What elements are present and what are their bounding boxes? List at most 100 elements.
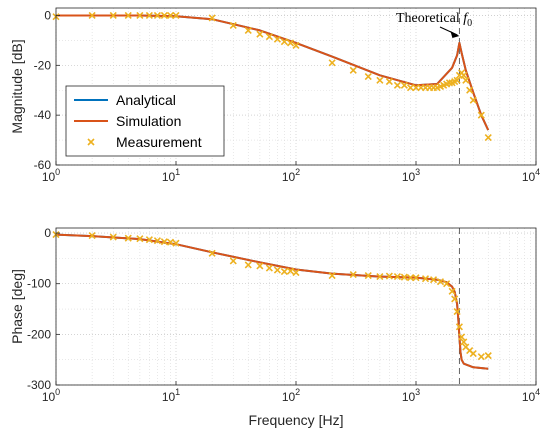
measurement-point: [451, 295, 459, 303]
measurement-point: [462, 76, 470, 84]
measurement-point: [286, 267, 295, 275]
measurement-point: [453, 307, 461, 316]
measurement-point: [265, 264, 273, 272]
measurement-point: [160, 238, 168, 246]
x-tick-exponent: 3: [415, 387, 420, 397]
x-tick-label: 102: [282, 387, 300, 404]
legend-label: Simulation: [116, 113, 181, 129]
measurement-point: [265, 33, 273, 41]
measurement-point: [364, 72, 372, 81]
x-tick-label: 101: [162, 387, 180, 404]
y-axis-label: Magnitude [dB]: [9, 39, 25, 133]
x-tick-exponent: 1: [175, 387, 180, 397]
measurement-point: [469, 350, 477, 358]
y-axis-label: Phase [deg]: [9, 269, 25, 344]
measurement-point: [328, 59, 336, 67]
y-tick-label: -200: [27, 327, 51, 341]
measurement-point: [286, 39, 295, 47]
y-tick-label: 0: [44, 226, 51, 240]
measurement-point: [484, 352, 492, 360]
measurement-point: [393, 81, 401, 89]
x-tick-exponent: 3: [415, 167, 420, 177]
measurement-point: [208, 249, 216, 257]
measurement-point: [208, 14, 216, 22]
x-tick-exponent: 4: [535, 167, 540, 177]
measurement-point: [166, 11, 175, 20]
x-tick-exponent: 1: [175, 167, 180, 177]
y-tick-label: -300: [27, 378, 51, 392]
x-tick-exponent: 2: [295, 167, 300, 177]
measurement-point: [406, 274, 415, 282]
x-tick-label: 103: [402, 167, 420, 184]
measurement-point: [280, 267, 288, 276]
measurement-point: [412, 274, 420, 282]
measurement-point: [292, 269, 300, 277]
legend-swatch-measurement: [87, 138, 95, 146]
measurement-point: [153, 11, 161, 20]
measurement-point: [376, 273, 384, 281]
measurement-point: [436, 278, 445, 286]
measurement-point: [172, 11, 180, 20]
measurement-point: [477, 111, 485, 119]
annotation-subscript: 0: [467, 18, 472, 29]
measurement-point: [229, 21, 237, 30]
annotation-symbol: f: [463, 11, 469, 26]
measurement-point: [393, 273, 401, 281]
x-tick-label: 103: [402, 387, 420, 404]
measurement-point: [136, 11, 144, 20]
x-tick-exponent: 2: [295, 387, 300, 397]
measurement-point: [349, 66, 357, 74]
measurement-point: [124, 11, 132, 20]
measurement-point: [172, 239, 180, 247]
measurement-point: [160, 11, 168, 20]
x-tick-label: 101: [162, 167, 180, 184]
measurement-point: [385, 77, 393, 86]
annotation-arrowhead: [450, 31, 460, 38]
measurement-point: [88, 232, 96, 240]
measurement-point: [364, 272, 372, 280]
x-tick-exponent: 4: [535, 387, 540, 397]
measurement-point: [273, 266, 281, 274]
measurement-point: [292, 41, 300, 49]
measurement-point: [376, 76, 384, 84]
measurement-point: [400, 273, 408, 281]
measurement-point: [136, 235, 144, 243]
measurement-point: [460, 71, 468, 79]
measurement-point: [400, 81, 408, 89]
measurement-point: [109, 11, 117, 20]
measurement-point: [244, 26, 252, 34]
measurement-point: [153, 237, 161, 245]
measurement-point: [124, 234, 132, 242]
y-tick-label: -40: [34, 108, 52, 122]
x-axis-label: Frequency [Hz]: [249, 412, 344, 428]
measurement-point: [385, 272, 393, 280]
measurement-point: [484, 134, 492, 142]
x-tick-label: 104: [522, 387, 540, 404]
measurement-point: [256, 30, 264, 38]
measurement-point: [145, 236, 153, 244]
measurement-point: [328, 272, 336, 280]
measurement-point: [280, 38, 288, 46]
measurement-point: [244, 261, 252, 269]
measurement-point: [453, 76, 461, 84]
y-tick-label: -60: [34, 158, 52, 172]
measurement-point: [455, 323, 463, 331]
x-tick-label: 104: [522, 167, 540, 184]
measurement-point: [466, 86, 474, 94]
y-tick-label: -20: [34, 58, 52, 72]
y-tick-label: 0: [44, 8, 51, 22]
y-tick-label: -100: [27, 277, 51, 291]
measurement-point: [445, 79, 454, 87]
measurement-point: [109, 233, 117, 241]
measurement-point: [448, 287, 456, 295]
legend-label: Analytical: [116, 92, 176, 108]
measurement-point: [273, 35, 281, 43]
x-tick-exponent: 0: [55, 387, 60, 397]
magnitude-panel: 1 0 0 101 102 103 104 0 -20 -40 -60 Magnitude [dB] T…: [9, 7, 540, 184]
measurement-point: [421, 275, 430, 283]
measurement-point: [460, 338, 468, 346]
measurement-point: [349, 271, 357, 279]
x-tick-label: 102: [282, 167, 300, 184]
